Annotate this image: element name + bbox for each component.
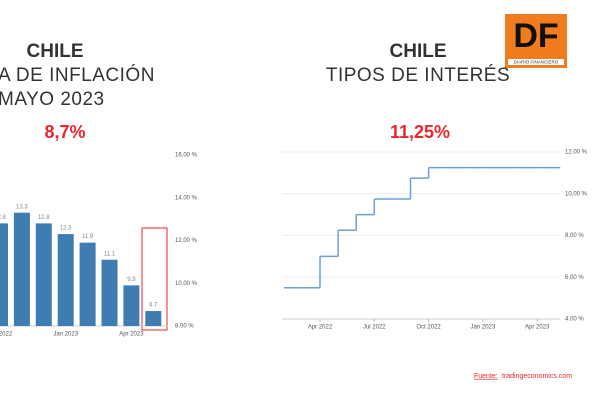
value-label: 11.9 — [82, 234, 94, 240]
chart-subtitle: A DE INFLACIÓN — [0, 64, 155, 86]
chart-subtitle: MAYO 2023 — [0, 89, 105, 110]
x-tick-label: Jan 2023 — [53, 332, 78, 338]
bar — [13, 212, 30, 326]
y-tick-label: 10.00 % — [565, 191, 588, 197]
y-tick-label: 8.00 % — [175, 324, 194, 330]
y-tick-label: 12.00 % — [175, 238, 198, 244]
y-tick-label: 16.00 % — [175, 153, 198, 159]
y-tick-label: 4.00 % — [565, 317, 584, 323]
x-tick-label: Jan 2023 — [471, 325, 496, 331]
bar — [57, 234, 74, 326]
x-tick-label: Apr 2022 — [308, 325, 333, 331]
source-label: Fuente: — [474, 373, 498, 380]
chart-title: CHILE — [390, 41, 447, 62]
logo-mark: DF — [513, 17, 558, 55]
bar — [79, 242, 96, 326]
value-label: 9.9 — [127, 277, 136, 283]
bar — [0, 223, 8, 326]
bar — [101, 259, 118, 326]
logo-strip — [508, 59, 564, 65]
source: tradingeconomics.com — [502, 373, 572, 380]
value-label: 12.3 — [60, 226, 72, 232]
y-tick-label: 12.00 % — [565, 150, 588, 156]
x-tick-label: Oct 2022 — [416, 325, 441, 331]
x-tick-label: Apr 2023 — [119, 332, 144, 338]
value-label: 12.8 — [0, 215, 6, 221]
bar — [145, 311, 162, 326]
value-label: 8.7 — [149, 303, 158, 309]
x-tick-label: Apr 2023 — [525, 325, 550, 331]
highlight-box — [141, 227, 168, 331]
value-label: 11.1 — [104, 251, 116, 257]
bar — [123, 285, 140, 326]
y-tick-label: 10.00 % — [175, 281, 198, 287]
logo-name: DIARIO FINANCIERO — [514, 60, 559, 65]
x-tick-label: Oct 2022 — [0, 332, 13, 338]
y-tick-label: 8.00 % — [565, 233, 584, 239]
headline-value: 11,25% — [390, 122, 450, 142]
bar — [35, 223, 52, 326]
x-tick-label: Jul 2022 — [363, 325, 386, 331]
y-tick-label: 14.00 % — [175, 195, 198, 201]
chart-title: CHILE — [27, 41, 84, 62]
chart-subtitle: TIPOS DE INTERÉS — [326, 65, 510, 86]
value-label: 13.3 — [16, 204, 28, 210]
headline-value: 8,7% — [44, 122, 85, 142]
y-tick-label: 6.00 % — [565, 275, 584, 281]
value-label: 12.8 — [38, 215, 50, 221]
